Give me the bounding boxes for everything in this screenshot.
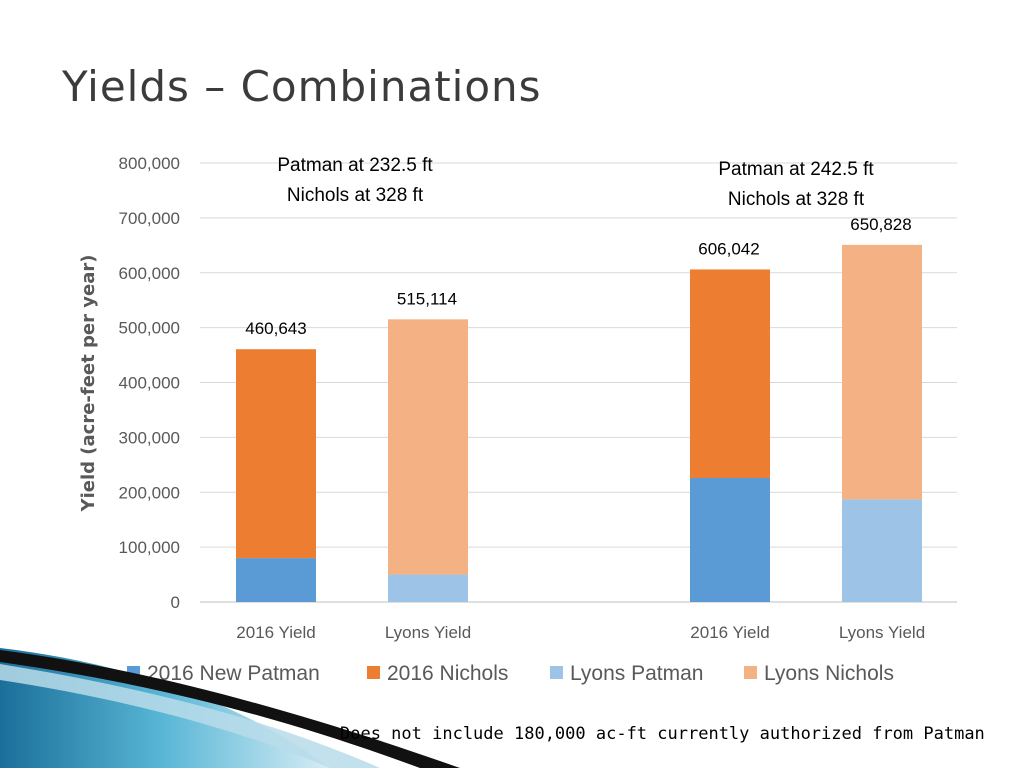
y-tick-label: 700,000	[119, 209, 180, 228]
bar-total-label: 606,042	[698, 239, 759, 258]
legend-label: 2016 New Patman	[147, 662, 320, 685]
x-category-label: 2016 Yield	[690, 623, 769, 642]
slide-title: Yields – Combinations	[62, 62, 542, 111]
y-tick-label: 600,000	[119, 264, 180, 283]
group-annotation: Nichols at 328 ft	[728, 189, 865, 210]
x-category-label: Lyons Yield	[385, 623, 471, 642]
y-tick-label: 400,000	[119, 374, 180, 393]
group-annotation: Patman at 232.5 ft	[277, 155, 433, 176]
y-tick-label: 500,000	[119, 319, 180, 338]
bar-segment	[388, 574, 468, 602]
bar-total-label: 650,828	[850, 215, 911, 234]
bar-segment	[236, 349, 316, 559]
bar-segment	[842, 244, 922, 500]
legend-swatch	[367, 666, 380, 679]
legend-swatch	[744, 666, 757, 679]
group-annotation: Nichols at 328 ft	[287, 185, 424, 206]
bar-segment	[236, 558, 316, 602]
bar-segment	[690, 269, 770, 478]
bar-segment	[690, 477, 770, 602]
footnote: Does not include 180,000 ac-ft currently…	[340, 724, 985, 744]
legend-label: Lyons Nichols	[764, 662, 894, 685]
y-tick-label: 800,000	[119, 154, 180, 173]
legend-swatch	[550, 666, 563, 679]
x-category-label: 2016 Yield	[236, 623, 315, 642]
bar-segment	[842, 499, 922, 602]
x-category-label: Lyons Yield	[839, 623, 925, 642]
y-tick-label: 0	[171, 593, 180, 612]
legend-label: 2016 Nichols	[387, 662, 508, 685]
y-tick-label: 100,000	[119, 538, 180, 557]
group-annotation: Patman at 242.5 ft	[718, 159, 874, 180]
y-tick-label: 300,000	[119, 428, 180, 447]
legend-label: Lyons Patman	[570, 662, 703, 685]
bar-total-label: 460,643	[245, 319, 306, 338]
bar-segment	[388, 319, 468, 575]
bar-total-label: 515,114	[397, 289, 457, 308]
y-tick-label: 200,000	[119, 483, 180, 502]
y-axis-label: Yield (acre-feet per year)	[78, 255, 99, 513]
